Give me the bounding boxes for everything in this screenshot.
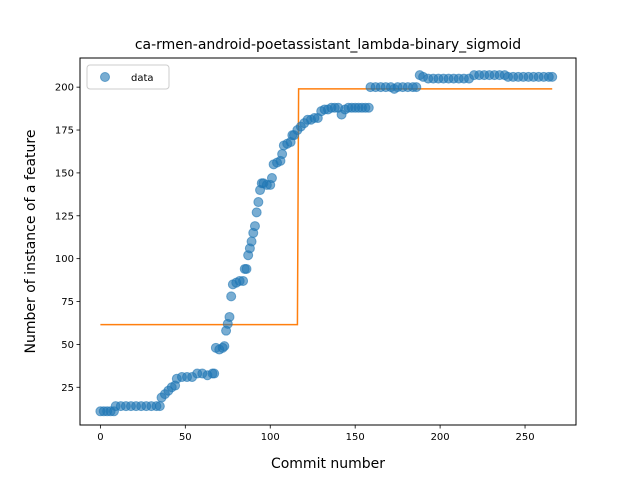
data-point-55 bbox=[266, 173, 277, 184]
ticks-layer: 0 50 100 150 200 250 25 50 75 100 125 150 175 200 bbox=[55, 83, 535, 443]
y-tick-label-75: 75 bbox=[61, 297, 74, 308]
y-tick-label-125: 125 bbox=[55, 211, 74, 222]
data-point-28 bbox=[209, 368, 220, 379]
data-point-32 bbox=[219, 341, 230, 352]
data-point-125 bbox=[547, 71, 558, 82]
legend-marker-data bbox=[100, 72, 110, 82]
x-tick-label-100: 100 bbox=[261, 432, 280, 443]
y-tick-label-100: 100 bbox=[55, 254, 74, 265]
y-axis-title: Number of instance of a feature bbox=[23, 130, 39, 354]
data-point-36 bbox=[226, 291, 237, 302]
x-tick-label-250: 250 bbox=[515, 432, 534, 443]
x-tick-label-50: 50 bbox=[179, 432, 192, 443]
data-point-42 bbox=[241, 263, 252, 274]
y-tick-label-150: 150 bbox=[55, 168, 74, 179]
data-point-35 bbox=[224, 311, 235, 322]
y-tick-label-175: 175 bbox=[55, 126, 74, 137]
x-tick-label-0: 0 bbox=[97, 432, 103, 443]
data-point-14 bbox=[154, 401, 165, 412]
data-point-97 bbox=[411, 82, 422, 93]
data-point-45 bbox=[246, 236, 257, 247]
legend: data bbox=[86, 64, 170, 90]
legend-box bbox=[86, 64, 170, 90]
chart-title: ca-rmen-android-poetassistant_lambda-bin… bbox=[135, 37, 521, 53]
y-tick-label-25: 25 bbox=[61, 383, 74, 394]
x-tick-label-150: 150 bbox=[346, 432, 365, 443]
y-tick-label-50: 50 bbox=[61, 340, 74, 351]
legend-label-data: data bbox=[131, 73, 154, 84]
plot-layer bbox=[95, 70, 558, 417]
data-point-49 bbox=[253, 197, 264, 208]
data-point-86 bbox=[363, 102, 374, 113]
fit-line bbox=[100, 88, 553, 326]
data-point-40 bbox=[238, 275, 249, 286]
data-point-59 bbox=[277, 149, 288, 160]
plot-frame bbox=[79, 57, 577, 426]
data-point-48 bbox=[251, 207, 262, 218]
x-axis-title: Commit number bbox=[271, 456, 385, 472]
x-tick-label-200: 200 bbox=[431, 432, 450, 443]
y-tick-label-200: 200 bbox=[55, 83, 74, 94]
data-point-47 bbox=[249, 221, 260, 232]
